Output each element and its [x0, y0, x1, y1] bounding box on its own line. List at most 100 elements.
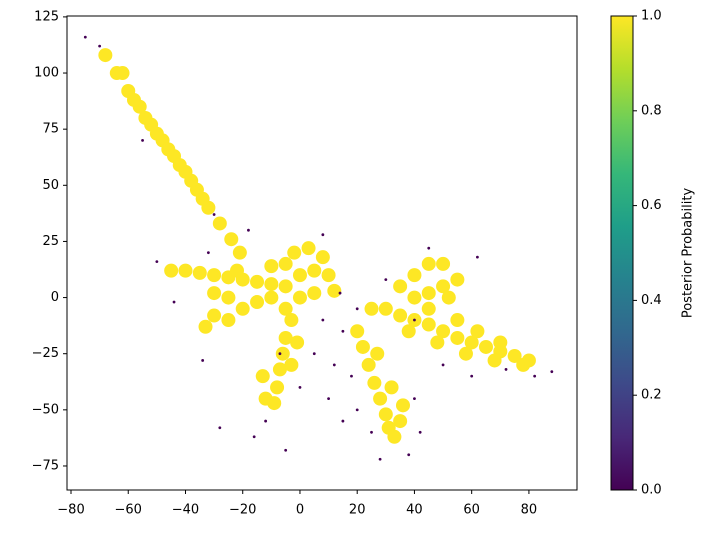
point — [507, 348, 522, 363]
point — [301, 241, 316, 256]
point — [338, 291, 342, 295]
point — [355, 339, 370, 354]
point — [149, 126, 164, 141]
point — [161, 142, 176, 157]
point — [278, 301, 293, 316]
point — [436, 324, 451, 339]
point — [218, 426, 222, 430]
point — [278, 352, 282, 356]
point — [384, 278, 388, 282]
point — [172, 158, 187, 173]
point — [464, 335, 479, 350]
x-tick-label: −60 — [115, 503, 142, 518]
point — [207, 268, 222, 283]
y-tick-label: 50 — [42, 178, 59, 193]
point — [373, 391, 388, 406]
point — [312, 352, 316, 356]
y-tick-label: −75 — [32, 458, 59, 473]
point — [321, 233, 325, 237]
point — [292, 290, 307, 305]
point — [155, 260, 159, 264]
y-tick-label: −50 — [32, 402, 59, 417]
point — [212, 213, 216, 216]
point — [258, 391, 273, 406]
colorbar-tick-label: 0.6 — [641, 198, 662, 213]
point — [478, 339, 493, 354]
x-tick-label: 60 — [463, 503, 480, 518]
point — [264, 419, 268, 423]
x-tick-label: −40 — [172, 503, 199, 518]
points — [83, 35, 554, 461]
point — [115, 66, 130, 81]
point — [201, 359, 205, 362]
point — [355, 408, 359, 412]
point — [275, 346, 290, 361]
x-tick-label: 0 — [296, 503, 304, 518]
y-tick-label: 25 — [42, 234, 59, 249]
point — [370, 430, 373, 434]
point — [395, 398, 410, 413]
point — [355, 307, 359, 311]
point — [378, 407, 393, 422]
point — [284, 448, 288, 452]
y-tick-label: 125 — [34, 9, 59, 24]
x-tick-label: −20 — [229, 503, 256, 518]
point — [516, 357, 531, 372]
point — [321, 318, 325, 322]
point — [327, 283, 342, 298]
point — [332, 363, 336, 367]
point — [264, 277, 279, 292]
point — [427, 246, 431, 250]
point — [178, 263, 193, 278]
point — [230, 263, 244, 278]
point — [221, 290, 236, 305]
point — [98, 48, 113, 63]
point — [436, 279, 451, 294]
point — [550, 370, 554, 374]
point — [370, 346, 385, 361]
point — [361, 357, 376, 372]
point — [407, 290, 422, 305]
point — [184, 173, 199, 188]
colorbar-label: Posterior Probability — [681, 188, 696, 319]
colorbar — [610, 15, 634, 491]
point — [421, 286, 436, 301]
point — [278, 279, 293, 294]
y-tick-label: 75 — [42, 122, 59, 137]
point — [421, 301, 436, 316]
point — [292, 268, 307, 283]
point — [255, 369, 270, 384]
point — [264, 259, 279, 274]
point — [533, 374, 537, 378]
colorbar-tick-label: 0.0 — [641, 483, 662, 498]
point — [441, 363, 445, 367]
point — [284, 313, 299, 328]
point — [250, 274, 265, 289]
point — [450, 272, 465, 287]
point — [207, 286, 222, 301]
point — [126, 92, 141, 107]
point — [378, 457, 382, 461]
point — [278, 256, 293, 271]
point — [250, 295, 265, 310]
point — [413, 318, 416, 322]
y-tick-label: 100 — [34, 66, 59, 81]
x-tick-label: 40 — [406, 503, 423, 518]
point — [393, 414, 408, 429]
colorbar-tick-label: 1.0 — [641, 9, 662, 24]
point — [207, 308, 222, 323]
point — [387, 429, 402, 444]
point — [393, 279, 408, 294]
plot-frame — [66, 15, 578, 491]
point — [206, 251, 210, 255]
point — [470, 374, 474, 378]
point — [232, 245, 247, 260]
point — [221, 313, 236, 328]
colorbar-tick-label: 0.2 — [641, 388, 662, 403]
point — [436, 256, 451, 271]
point — [421, 317, 436, 332]
x-tick-label: 80 — [521, 503, 538, 518]
point — [235, 301, 250, 316]
point — [393, 308, 408, 323]
point — [418, 430, 422, 434]
